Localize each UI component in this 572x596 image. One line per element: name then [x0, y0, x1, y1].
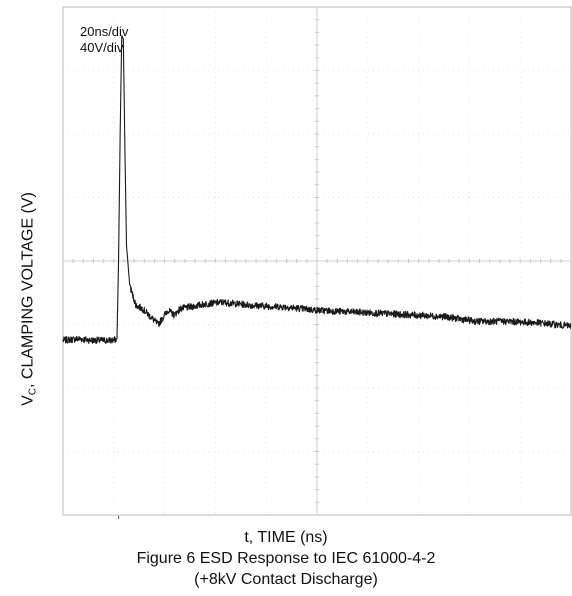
annotation-volt-scale: 40V/div	[80, 40, 124, 55]
y-axis-label: VC, CLAMPING VOLTAGE (V)	[19, 192, 39, 406]
grid-layer	[63, 7, 571, 519]
series-layer	[62, 35, 572, 345]
waveform-trace	[62, 35, 572, 345]
x-axis-label: t, TIME (ns)	[244, 529, 328, 546]
figure-caption-line-2: (+8kV Contact Discharge)	[194, 571, 378, 588]
figure-caption-line-1: Figure 6 ESD Response to IEC 61000-4-2	[136, 550, 436, 567]
annotation-time-scale: 20ns/div	[80, 24, 129, 39]
plot-border	[62, 6, 572, 516]
